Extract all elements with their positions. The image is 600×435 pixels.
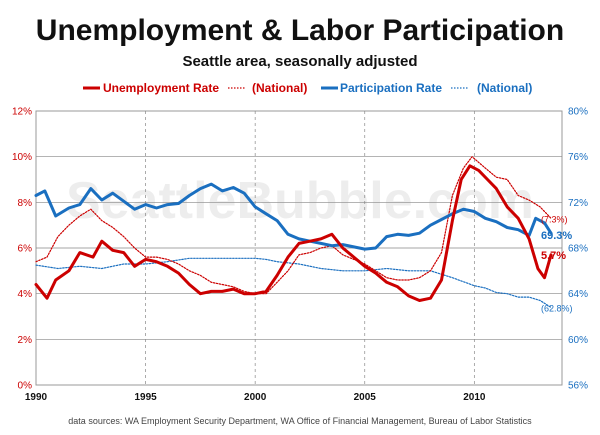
left-axis-tick-label: 8% [18,198,33,209]
left-axis-tick-label: 12% [12,107,32,118]
series-end-label-0: 5.7% [541,250,566,262]
right-axis-tick-label: 80% [568,107,588,118]
series-layer [34,156,553,308]
legend-label-0: Unemployment Rate [103,81,219,95]
axes: 0% 2% 4% 6% 8% 10% 12% 56% 60% 64% 68% 72% 76% 80% 199… [12,107,588,404]
left-axis-tick-label: 4% [18,289,33,300]
right-axis-tick-label: 64% [568,289,588,300]
source-note: data sources: WA Employment Security Dep… [68,416,532,426]
series-line-0 [34,164,553,302]
watermark: SeattleBubble.com [66,172,534,230]
legend: Unemployment Rate (National) Participation… [83,81,532,95]
right-axis-tick-label: 60% [568,335,588,346]
left-axis-tick-label: 6% [18,244,33,255]
plot-area: SeattleBubble.com [34,110,563,386]
x-axis-tick-label: 1995 [134,392,157,403]
series-end-label-3: (62.8%) [541,303,573,313]
legend-label-1: (National) [252,81,307,95]
series-end-label-2: 69.3% [541,230,572,242]
legend-label-2: Participation Rate [340,81,442,95]
chart-subtitle: Seattle area, seasonally adjusted [182,53,417,70]
x-axis-tick-label: 2010 [463,392,486,403]
series-line-1 [35,156,552,295]
left-axis-tick-label: 10% [12,152,32,163]
x-axis-tick-label: 1990 [25,392,48,403]
left-axis-tick-label: 0% [18,381,33,392]
right-axis-tick-label: 76% [568,152,588,163]
end-labels: 5.7% (7.3%) 69.3% (62.8%) [541,214,573,313]
series-end-label-1: (7.3%) [541,214,568,224]
right-axis-tick-label: 72% [568,198,588,209]
chart-title: Unemployment & Labor Participation [36,14,564,47]
x-axis-tick-label: 2000 [244,392,267,403]
right-axis-tick-label: 68% [568,244,588,255]
x-axis-tick-label: 2005 [354,392,377,403]
series-line-2 [34,182,553,251]
grid [36,111,562,385]
right-axis-tick-label: 56% [568,381,588,392]
legend-label-3: (National) [477,81,532,95]
left-axis-tick-label: 2% [18,335,33,346]
